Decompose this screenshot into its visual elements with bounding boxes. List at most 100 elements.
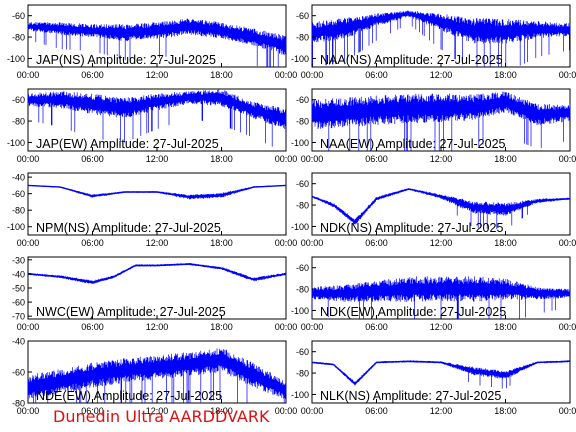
y-tick-label: -70 xyxy=(12,312,25,322)
y-tick-label: -30 xyxy=(12,255,25,265)
x-tick-label: 00:00 xyxy=(559,70,576,80)
x-tick-label: 12:00 xyxy=(430,154,453,164)
y-tick-label: -40 xyxy=(12,337,25,347)
y-tick-label: -60 xyxy=(12,368,25,378)
x-tick-label: 12:00 xyxy=(146,238,169,248)
y-tick-label: -100 xyxy=(7,138,25,148)
chart-title: NWC(EW) Amplitude: 27-Jul-2025 xyxy=(36,305,226,319)
y-tick-label: -100 xyxy=(291,54,309,64)
y-tick-label: -100 xyxy=(291,390,309,400)
y-tick-label: -100 xyxy=(7,54,25,64)
x-tick-label: 00:00 xyxy=(17,238,40,248)
y-tick-label: -40 xyxy=(12,269,25,279)
x-tick-label: 06:00 xyxy=(81,154,104,164)
chart-panel-1: -60 -80 -100 00:00 06:00 12:00 18:00 00:00 JAP(N… xyxy=(7,4,298,80)
y-tick-label: -60 xyxy=(12,95,25,105)
trace-mean-line xyxy=(311,360,570,385)
chart-panel-2: -60 -80 -100 00:00 06:00 12:00 18:00 00:00 NAA(N… xyxy=(291,4,576,80)
x-tick-label: 00:00 xyxy=(559,238,576,248)
plot-area xyxy=(311,340,571,404)
y-tick-label: -100 xyxy=(291,222,309,232)
x-tick-label: 06:00 xyxy=(365,406,388,416)
x-tick-label: 12:00 xyxy=(430,70,453,80)
x-tick-label: 06:00 xyxy=(81,406,104,416)
x-tick-label: 12:00 xyxy=(430,406,453,416)
y-tick-label: -60 xyxy=(296,263,309,273)
chart-title: NDE(EW) Amplitude: 27-Jul-2025 xyxy=(36,389,222,403)
y-tick-label: -60 xyxy=(296,179,309,189)
chart-title: NAA(EW) Amplitude: 27-Jul-2025 xyxy=(320,137,506,151)
y-tick-label: -60 xyxy=(12,11,25,21)
y-tick-label: -100 xyxy=(7,222,25,232)
y-tick-label: -100 xyxy=(291,306,309,316)
chart-panel-5: -40 -60 -80 -100 00:00 06:00 12:00 18:00 00:00 NP… xyxy=(7,172,298,248)
x-tick-label: 06:00 xyxy=(365,238,388,248)
trace-mean-line xyxy=(311,188,570,224)
x-tick-label: 18:00 xyxy=(494,70,517,80)
x-tick-label: 18:00 xyxy=(494,154,517,164)
y-tick-label: -80 xyxy=(296,201,309,211)
trace-mean-line xyxy=(311,12,570,34)
chart-title: NDK(NS) Amplitude: 27-Jul-2025 xyxy=(320,221,503,235)
x-tick-label: 00:00 xyxy=(17,154,40,164)
y-tick-label: -60 xyxy=(296,347,309,357)
chart-title: JAP(EW) Amplitude: 27-Jul-2025 xyxy=(36,137,219,151)
chart-panel-6: -60 -80 -100 00:00 06:00 12:00 18:00 00:00 NDK(N… xyxy=(291,172,576,248)
trace-mean-line xyxy=(28,96,286,120)
x-tick-label: 00:00 xyxy=(17,322,40,332)
x-tick-label: 00:00 xyxy=(301,154,324,164)
x-tick-label: 00:00 xyxy=(17,406,40,416)
x-tick-label: 00:00 xyxy=(275,154,298,164)
y-tick-label: -80 xyxy=(12,206,25,216)
x-tick-label: 12:00 xyxy=(430,322,453,332)
y-tick-label: -80 xyxy=(296,117,309,127)
y-tick-label: -80 xyxy=(12,399,25,409)
chart-title: NPM(NS) Amplitude: 27-Jul-2025 xyxy=(36,221,221,235)
chart-panel-4: -60 -80 -100 00:00 06:00 12:00 18:00 00:00 NAA(E… xyxy=(291,88,576,164)
chart-panel-10: -60 -80 -100 00:00 06:00 12:00 18:00 00:00 NLK(N… xyxy=(291,340,576,416)
x-tick-label: 12:00 xyxy=(146,70,169,80)
x-tick-label: 00:00 xyxy=(17,70,40,80)
x-tick-label: 06:00 xyxy=(81,70,104,80)
x-tick-label: 12:00 xyxy=(430,238,453,248)
x-tick-label: 00:00 xyxy=(559,322,576,332)
x-tick-label: 06:00 xyxy=(81,322,104,332)
y-tick-label: -80 xyxy=(296,33,309,43)
y-tick-label: -60 xyxy=(12,298,25,308)
x-tick-label: 00:00 xyxy=(301,238,324,248)
chart-title: NAA(NS) Amplitude: 27-Jul-2025 xyxy=(320,53,503,67)
chart-title: JAP(NS) Amplitude: 27-Jul-2025 xyxy=(36,53,216,67)
chart-title: NLK(NS) Amplitude: 27-Jul-2025 xyxy=(320,389,501,403)
x-tick-label: 00:00 xyxy=(275,322,298,332)
y-tick-label: -100 xyxy=(291,138,309,148)
x-tick-label: 00:00 xyxy=(275,70,298,80)
x-tick-label: 18:00 xyxy=(210,322,233,332)
x-tick-label: 18:00 xyxy=(494,238,517,248)
x-tick-label: 00:00 xyxy=(275,406,298,416)
trace-mean-line xyxy=(27,358,287,392)
trace-mean-line xyxy=(27,25,286,47)
trace-mean-line xyxy=(311,101,570,116)
x-tick-label: 18:00 xyxy=(494,322,517,332)
x-tick-label: 18:00 xyxy=(210,238,233,248)
x-tick-label: 00:00 xyxy=(559,406,576,416)
x-tick-label: 00:00 xyxy=(275,238,298,248)
plot-area xyxy=(27,172,287,236)
chart-title: NDK(EW) Amplitude: 27-Jul-2025 xyxy=(320,305,506,319)
x-tick-label: 18:00 xyxy=(210,70,233,80)
y-tick-label: -80 xyxy=(12,117,25,127)
x-tick-label: 00:00 xyxy=(559,154,576,164)
y-tick-label: -60 xyxy=(296,95,309,105)
x-tick-label: 12:00 xyxy=(146,406,169,416)
x-tick-label: 06:00 xyxy=(365,154,388,164)
y-tick-label: -60 xyxy=(296,11,309,21)
trace-mean-line xyxy=(27,263,286,284)
y-tick-label: -80 xyxy=(296,369,309,379)
x-tick-label: 00:00 xyxy=(301,70,324,80)
chart-panel-8: -60 -80 -100 00:00 06:00 12:00 18:00 00:00 NDK(E… xyxy=(291,256,576,332)
x-tick-label: 18:00 xyxy=(494,406,517,416)
y-tick-label: -80 xyxy=(12,33,25,43)
